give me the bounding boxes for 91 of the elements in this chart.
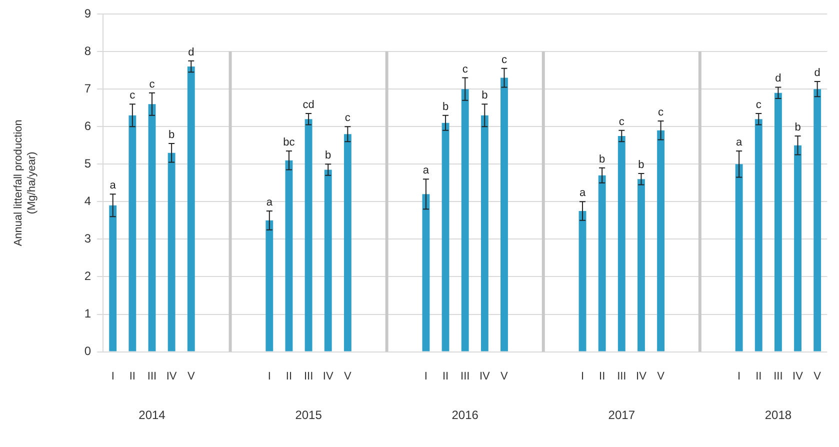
data-label: b	[794, 122, 801, 134]
data-label: d	[814, 67, 820, 80]
data-label: a	[579, 187, 586, 200]
text: 2014	[138, 408, 166, 422]
y-tick-label: 7	[84, 81, 92, 96]
data-label: b	[638, 159, 644, 172]
text: 2016	[452, 408, 479, 422]
bar	[657, 130, 664, 352]
x-tick-label: III	[617, 370, 626, 382]
x-tick-label: I	[111, 370, 114, 382]
data-label: c	[756, 98, 762, 111]
data-label: bc	[283, 136, 296, 149]
data-label: c	[658, 106, 664, 118]
data-label: c	[501, 54, 508, 66]
bar	[598, 175, 606, 352]
bar	[794, 145, 802, 352]
y-tick-label: 2	[84, 269, 92, 284]
bar	[500, 78, 508, 352]
data-label: a	[266, 196, 274, 209]
data-label: c	[344, 112, 351, 124]
data-label: b	[325, 150, 332, 162]
data-label: b	[168, 129, 175, 142]
x-tick-label: V	[187, 370, 196, 382]
text: 2018	[764, 408, 792, 422]
x-tick-label: IV	[636, 370, 648, 382]
data-label: d	[775, 72, 782, 85]
bar	[774, 92, 782, 352]
y-tick-label: 4	[84, 194, 92, 208]
bar	[578, 211, 586, 352]
bar	[754, 119, 762, 352]
x-tick-label: II	[129, 370, 136, 382]
bar	[735, 164, 743, 352]
data-label: c	[130, 90, 136, 102]
bar	[187, 66, 195, 352]
bar	[344, 134, 352, 352]
x-tick-label: I	[738, 370, 741, 382]
bar	[637, 179, 645, 352]
bar	[109, 205, 117, 352]
data-label: d	[188, 46, 194, 58]
y-tick-label: 6	[84, 118, 92, 133]
x-tick-label: II	[756, 370, 762, 382]
bar	[422, 194, 430, 352]
bar	[480, 115, 488, 352]
text: 2015	[295, 408, 322, 422]
data-label: c	[149, 78, 156, 90]
x-tick-label: I	[580, 370, 584, 382]
y-tick-label: 3	[84, 232, 92, 246]
data-label: a	[422, 164, 430, 177]
y-tick-label: 0	[84, 344, 92, 358]
bar	[168, 152, 176, 352]
data-label: c	[618, 116, 625, 128]
data-label: c	[462, 63, 468, 76]
x-tick-label: II	[599, 370, 606, 382]
bar	[285, 160, 293, 352]
bar	[266, 220, 274, 352]
y-tick-label: 5	[84, 156, 92, 170]
bar	[618, 136, 626, 352]
x-tick-label: V	[500, 370, 509, 382]
bar	[461, 89, 469, 352]
x-tick-label: V	[344, 370, 352, 382]
x-tick-label: V	[657, 370, 666, 382]
bar	[442, 122, 450, 352]
y-tick-label: 9	[84, 6, 92, 20]
bar	[814, 89, 822, 352]
y-axis-title: Annual litterfall production (Mg/ha/year)	[12, 120, 38, 246]
data-label: a	[736, 136, 743, 149]
y-tick-label: 1	[84, 306, 92, 321]
data-label: b	[482, 90, 488, 102]
x-tick-label: III	[460, 370, 470, 382]
bar	[128, 115, 136, 352]
bar	[304, 119, 312, 352]
x-tick-label: IV	[792, 370, 804, 382]
y-tick-label: 8	[84, 44, 92, 58]
x-tick-label: III	[774, 370, 783, 382]
x-tick-label: I	[424, 370, 428, 382]
data-label: b	[599, 153, 606, 166]
x-tick-label: IV	[322, 370, 334, 382]
data-label: a	[110, 180, 117, 192]
x-tick-label: III	[147, 370, 157, 382]
x-tick-label: I	[268, 370, 271, 382]
data-label: cd	[302, 98, 314, 111]
x-tick-label: III	[304, 370, 314, 382]
x-tick-label: II	[286, 370, 292, 382]
bar	[148, 104, 156, 352]
x-tick-label: V	[814, 370, 822, 382]
data-label: b	[442, 100, 449, 113]
bar	[324, 170, 332, 352]
x-tick-label: IV	[166, 370, 178, 382]
text: 2017	[608, 408, 636, 422]
x-tick-label: IV	[479, 370, 491, 382]
x-tick-label: II	[442, 370, 449, 382]
